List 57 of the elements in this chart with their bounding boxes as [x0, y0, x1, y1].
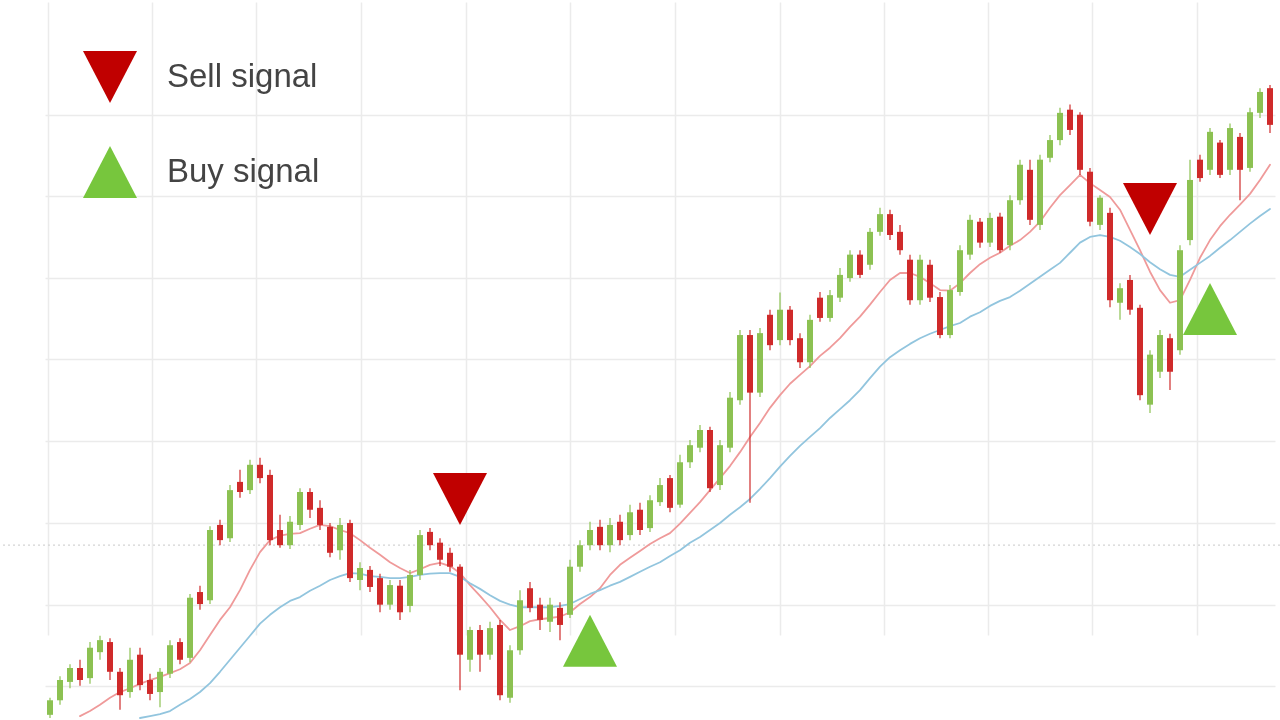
candlestick — [837, 267, 843, 303]
candlestick — [257, 457, 263, 484]
candlestick — [1117, 282, 1123, 321]
candlestick — [637, 502, 643, 536]
candlestick — [597, 519, 603, 551]
candlestick — [1067, 104, 1073, 136]
candlestick — [177, 637, 183, 665]
candlestick — [357, 561, 363, 591]
candlestick — [687, 439, 693, 469]
candlestick — [237, 469, 243, 499]
candlestick — [887, 209, 893, 241]
point — [433, 472, 487, 525]
candlestick — [827, 289, 833, 323]
point — [563, 614, 617, 667]
candlestick — [47, 697, 53, 719]
candlestick — [217, 519, 223, 546]
candlestick — [287, 515, 293, 550]
candlestick — [157, 667, 163, 708]
candlestick — [437, 537, 443, 567]
candlestick — [817, 291, 823, 323]
candlestick — [537, 597, 543, 631]
candlestick — [77, 659, 83, 687]
candlestick — [847, 249, 853, 283]
candlestick — [627, 504, 633, 541]
candlestick — [427, 527, 433, 551]
candlestick — [877, 207, 883, 237]
candlestick — [557, 601, 563, 641]
candlestick — [317, 499, 323, 531]
candlestick — [97, 635, 103, 661]
candlestick — [577, 539, 583, 573]
candlestick — [147, 673, 153, 701]
candlestick — [1047, 134, 1053, 163]
candlestick — [1257, 87, 1263, 119]
legend-label: Buy signal — [167, 152, 320, 189]
candlestick — [57, 675, 63, 706]
candlestick — [897, 224, 903, 256]
candlestick — [277, 514, 283, 549]
candlestick — [607, 517, 613, 553]
candlestick — [117, 667, 123, 711]
candlestick — [197, 585, 203, 611]
candlestick — [367, 565, 373, 593]
point — [1183, 283, 1237, 336]
legend-label: Sell signal — [167, 57, 318, 94]
candlestick — [387, 579, 393, 611]
candlestick — [307, 487, 313, 519]
candlestick — [977, 217, 983, 249]
candlestick — [67, 663, 73, 689]
candlestick — [527, 581, 533, 613]
candlestick — [447, 547, 453, 573]
candlestick — [857, 249, 863, 279]
candlestick — [657, 477, 663, 507]
candlestick — [1197, 154, 1203, 183]
candlestick — [547, 597, 553, 633]
point — [1123, 183, 1177, 236]
candlestick — [587, 521, 593, 551]
candlestick — [697, 424, 703, 453]
candlestick — [617, 514, 623, 546]
